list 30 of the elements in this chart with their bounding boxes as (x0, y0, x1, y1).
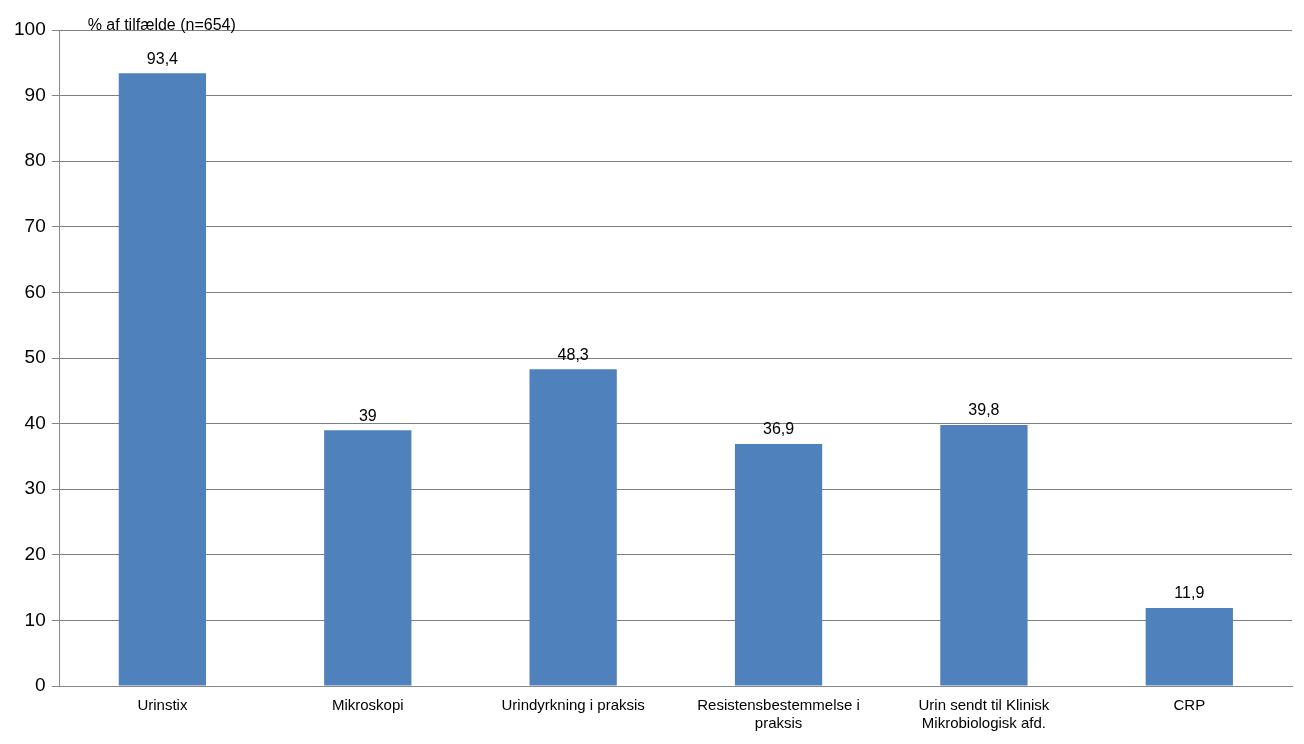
x-tick-label: Mikroskopi (331, 696, 404, 714)
x-tick-label: Urindyrkning i praksis (501, 696, 645, 714)
y-tick-label: 0 (35, 674, 46, 696)
y-tick-label: 80 (24, 149, 46, 171)
y-tick-label: 70 (24, 215, 46, 237)
x-tick-label: CRP (1173, 696, 1206, 714)
y-axis-title: % af tilfælde (n=654) (87, 16, 236, 34)
x-tick-label: Urinstix (137, 696, 188, 714)
data-label: 93,4 (146, 49, 179, 67)
data-label: 48,3 (557, 345, 589, 363)
y-tick-label: 10 (24, 608, 46, 630)
data-label: 39,8 (968, 401, 1000, 419)
bar (734, 443, 823, 686)
data-label: 36,9 (762, 420, 795, 438)
x-tick-label: Resistensbestemmelse i praksis (697, 696, 860, 732)
data-label: 11,9 (1174, 584, 1205, 602)
y-tick-label: 40 (24, 411, 46, 433)
bar (940, 424, 1028, 686)
y-tick-label: 60 (24, 280, 46, 302)
x-tick-label: Urin sendt til Klinisk Mikrobiologisk afd. (918, 696, 1050, 732)
bar (118, 73, 207, 686)
data-label: 39 (358, 406, 377, 424)
y-tick-label: 30 (24, 477, 46, 499)
bar (529, 369, 617, 686)
bar (324, 430, 412, 686)
y-tick-label: 100 (14, 18, 46, 40)
y-tick-label: 90 (24, 83, 46, 105)
y-tick-label: 20 (24, 543, 46, 565)
y-tick-label: 50 (24, 346, 46, 368)
bar (1145, 607, 1233, 686)
